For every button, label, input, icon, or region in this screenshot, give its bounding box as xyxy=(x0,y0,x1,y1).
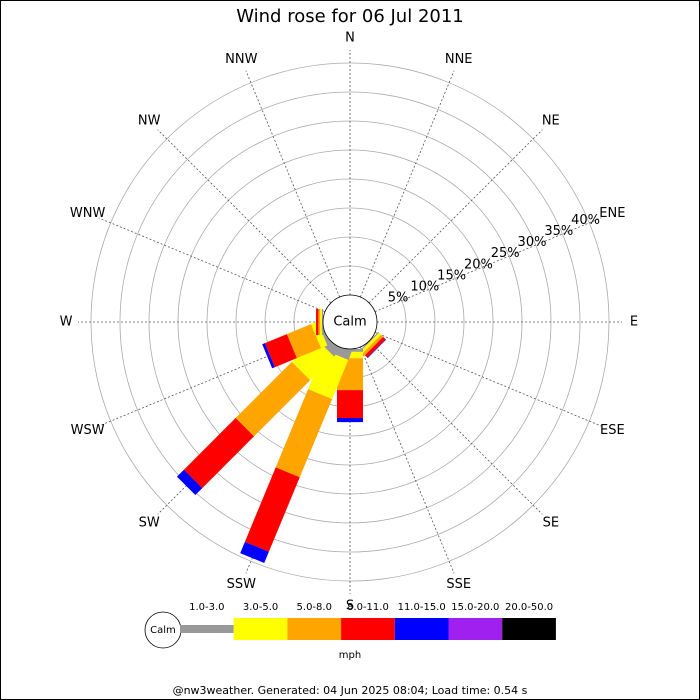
bar-segment xyxy=(244,467,300,552)
bar-segment xyxy=(264,334,297,368)
direction-label: NW xyxy=(138,114,161,129)
direction-label: NNE xyxy=(445,52,473,67)
legend-label: 1.0-3.0 xyxy=(189,602,224,613)
spoke xyxy=(245,70,341,298)
bar-segment xyxy=(176,469,203,496)
legend-label: 20.0-50.0 xyxy=(505,602,553,613)
spoke xyxy=(374,217,602,313)
legend-swatch xyxy=(180,625,234,633)
legend-swatch xyxy=(448,618,503,640)
r-tick-label: 30% xyxy=(518,235,547,250)
legend-swatch xyxy=(502,618,556,640)
legend-label: 3.0-5.0 xyxy=(243,602,278,613)
bar-segment xyxy=(360,332,382,354)
bar-segment xyxy=(321,309,323,335)
direction-label: E xyxy=(630,315,638,330)
r-tick-label: 15% xyxy=(437,268,466,283)
spoke xyxy=(374,331,602,427)
legend-label: 11.0-15.0 xyxy=(398,602,446,613)
bar-segment xyxy=(286,324,321,359)
direction-label: S xyxy=(346,599,354,614)
bar-segment xyxy=(337,418,363,423)
r-tick-label: 35% xyxy=(544,224,573,239)
direction-label: WSW xyxy=(71,423,105,438)
direction-label: SW xyxy=(139,515,160,530)
bar-segment xyxy=(367,339,387,359)
direction-label: NE xyxy=(542,114,560,129)
spoke xyxy=(157,129,332,304)
direction-label: W xyxy=(60,315,73,330)
bar-segment xyxy=(308,350,349,400)
direction-label: SSW xyxy=(227,577,257,592)
spoke xyxy=(368,340,543,515)
legend-label: 15.0-20.0 xyxy=(451,602,499,613)
bar-segment xyxy=(275,389,333,478)
direction-label: WNW xyxy=(70,206,106,221)
direction-label: N xyxy=(345,31,355,46)
calm-label: Calm xyxy=(333,315,366,330)
legend-swatch xyxy=(233,618,288,640)
legend-swatch xyxy=(341,618,395,640)
direction-label: ENE xyxy=(599,206,625,221)
bar-segment xyxy=(337,390,363,419)
bar-segment xyxy=(362,334,384,356)
grid-ring xyxy=(235,207,465,437)
spoke xyxy=(368,129,543,304)
bar-segment xyxy=(320,309,322,335)
bar-segment xyxy=(291,338,334,381)
spoke xyxy=(359,70,455,298)
chart-title: Wind rose for 06 Jul 2011 xyxy=(236,6,464,27)
r-tick-label: 20% xyxy=(464,257,493,272)
spoke xyxy=(359,346,455,574)
footer: @nw3weather. Generated: 04 Jun 2025 08:0… xyxy=(173,684,528,697)
calm-circle xyxy=(322,294,378,350)
direction-label: SE xyxy=(543,515,559,530)
legend-swatch xyxy=(394,618,449,640)
r-tick-label: 10% xyxy=(410,280,439,295)
r-tick-label: 40% xyxy=(571,213,600,228)
legend-units: mph xyxy=(339,650,361,661)
spoke xyxy=(98,217,326,313)
bar-segment xyxy=(240,541,269,564)
legend-label: 5.0-8.0 xyxy=(297,602,332,613)
direction-label: SSE xyxy=(446,577,471,592)
legend-calm-label: Calm xyxy=(150,625,176,636)
direction-label: NNW xyxy=(225,52,257,67)
grid-ring xyxy=(119,91,581,553)
bar-segment xyxy=(316,309,319,335)
bar-segment xyxy=(359,331,380,352)
legend-swatch xyxy=(287,618,342,640)
direction-label: ESE xyxy=(600,423,625,438)
legend-label: 8.0-11.0 xyxy=(347,602,389,613)
bar-segment xyxy=(364,336,386,358)
bar-segment xyxy=(318,309,321,335)
bar-segment xyxy=(183,418,254,489)
bar-segment xyxy=(262,343,275,369)
r-tick-label: 5% xyxy=(388,291,409,306)
bar-segment xyxy=(235,361,311,437)
r-tick-label: 25% xyxy=(491,246,520,261)
